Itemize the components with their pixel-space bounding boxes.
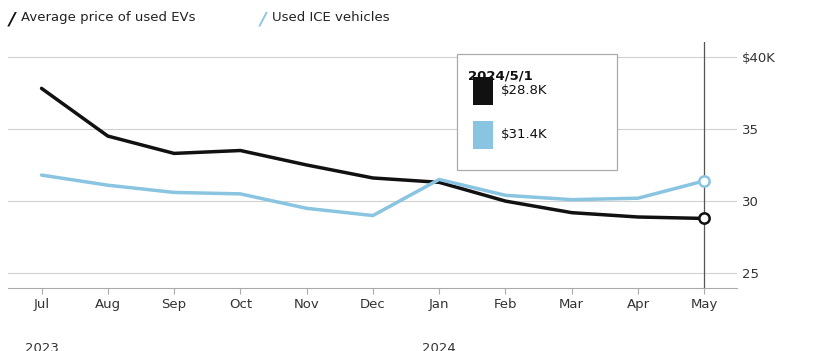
Text: /: /	[8, 11, 15, 28]
FancyBboxPatch shape	[457, 54, 617, 170]
Point	[697, 178, 711, 184]
Bar	[473, 77, 494, 105]
Text: /: /	[260, 11, 266, 28]
Bar	[473, 121, 494, 149]
Text: $28.8K: $28.8K	[500, 84, 547, 97]
Text: $31.4K: $31.4K	[500, 128, 547, 141]
Text: 2024/5/1: 2024/5/1	[468, 69, 532, 82]
Text: 2024: 2024	[422, 342, 456, 351]
Text: 2023: 2023	[24, 342, 59, 351]
Text: Used ICE vehicles: Used ICE vehicles	[272, 11, 390, 24]
Text: Average price of used EVs: Average price of used EVs	[21, 11, 195, 24]
Point	[697, 216, 711, 221]
